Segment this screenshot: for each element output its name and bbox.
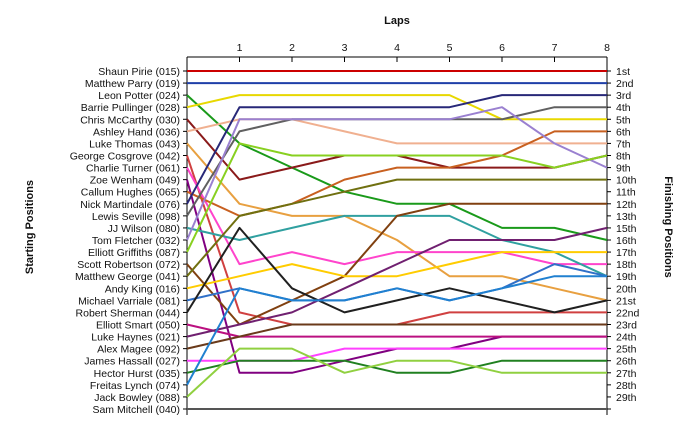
starting-position-labels: Shaun Pirie (015)Matthew Parry (019)Leon… bbox=[70, 66, 180, 416]
starting-position-label: Elliott Smart (050) bbox=[96, 320, 180, 332]
starting-position-label: Robert Sherman (044) bbox=[76, 307, 180, 319]
starting-position-label: Leon Potter (024) bbox=[98, 90, 180, 102]
finishing-position-label: 20th bbox=[616, 283, 637, 295]
starting-position-label: Chris McCarthy (030) bbox=[80, 114, 180, 126]
series-line bbox=[186, 347, 607, 398]
series-line bbox=[186, 251, 607, 290]
starting-position-label: James Hassall (027) bbox=[84, 356, 180, 368]
starting-position-label: Tom Fletcher (032) bbox=[92, 235, 180, 247]
starting-position-label: Nick Martindale (076) bbox=[80, 199, 180, 211]
series-line bbox=[186, 323, 607, 338]
finishing-position-label: 28th bbox=[616, 380, 637, 392]
finishing-position-label: 3rd bbox=[616, 90, 631, 102]
starting-position-label: Charlie Turner (061) bbox=[86, 163, 180, 175]
starting-position-label: Luke Haynes (021) bbox=[91, 332, 180, 344]
x-tick-label: 6 bbox=[499, 42, 505, 54]
starting-position-label: JJ Wilson (080) bbox=[108, 223, 180, 235]
finishing-position-label: 9th bbox=[616, 163, 631, 175]
x-tick-label: 1 bbox=[237, 42, 243, 54]
starting-position-label: Barrie Pullinger (028) bbox=[81, 102, 180, 114]
finishing-position-label: 12th bbox=[616, 199, 637, 211]
starting-position-label: Zoe Wenham (049) bbox=[90, 175, 180, 187]
starting-position-label: Lewis Seville (098) bbox=[92, 211, 180, 223]
finishing-position-label: 22nd bbox=[616, 307, 640, 319]
series-lines bbox=[186, 70, 608, 410]
x-tick-label: 7 bbox=[552, 42, 558, 54]
starting-position-label: George Cosgrove (042) bbox=[70, 151, 180, 163]
starting-position-label: Sam Mitchell (040) bbox=[92, 404, 180, 416]
series-line bbox=[186, 275, 607, 386]
finishing-position-label: 1st bbox=[616, 66, 630, 78]
finishing-position-label: 6th bbox=[616, 126, 631, 138]
starting-position-label: Hector Hurst (035) bbox=[94, 368, 180, 380]
x-axis-title: Laps bbox=[384, 15, 410, 27]
left-axis-title: Starting Positions bbox=[24, 180, 36, 274]
finishing-position-label: 15th bbox=[616, 223, 637, 235]
series-line bbox=[186, 167, 607, 266]
axes bbox=[183, 56, 611, 415]
series-line bbox=[186, 263, 608, 302]
series-line bbox=[187, 347, 607, 362]
finishing-position-label: 18th bbox=[616, 259, 637, 271]
starting-position-label: Matthew George (041) bbox=[75, 271, 180, 283]
series-line bbox=[186, 94, 608, 241]
starting-position-label: Luke Thomas (043) bbox=[89, 138, 180, 150]
series-line bbox=[186, 94, 607, 205]
finishing-position-label: 23rd bbox=[616, 320, 637, 332]
finishing-position-label: 17th bbox=[616, 247, 637, 259]
starting-position-label: Andy King (016) bbox=[105, 283, 180, 295]
x-tick-label: 3 bbox=[342, 42, 348, 54]
lap-tick-labels: 1 2 3 4 5 6 7 8 bbox=[237, 42, 611, 54]
finishing-position-label: 27th bbox=[616, 368, 637, 380]
series-line bbox=[186, 202, 607, 326]
finishing-position-label: 8th bbox=[616, 151, 631, 163]
series-line bbox=[186, 359, 607, 374]
x-tick-label: 2 bbox=[289, 42, 295, 54]
finishing-position-label: 10th bbox=[616, 175, 637, 187]
finishing-position-label: 21st bbox=[616, 295, 636, 307]
series-line bbox=[186, 142, 608, 302]
series-line bbox=[186, 106, 608, 241]
series-line bbox=[186, 226, 608, 338]
starting-position-label: Scott Robertson (072) bbox=[77, 259, 180, 271]
finishing-position-label: 2nd bbox=[616, 78, 634, 90]
finishing-position-label: 29th bbox=[616, 392, 637, 404]
series-line bbox=[186, 178, 607, 277]
finishing-position-label: 16th bbox=[616, 235, 637, 247]
starting-position-label: Alex Magee (092) bbox=[97, 344, 180, 356]
series-line bbox=[186, 142, 608, 253]
finishing-position-label: 26th bbox=[616, 356, 637, 368]
x-tick-label: 5 bbox=[447, 42, 453, 54]
right-axis-title: Finishing Positions bbox=[662, 176, 674, 277]
series-line bbox=[186, 214, 608, 278]
series-line bbox=[186, 226, 608, 314]
finishing-position-label: 5th bbox=[616, 114, 631, 126]
starting-position-label: Freitas Lynch (074) bbox=[90, 380, 180, 392]
starting-position-label: Shaun Pirie (015) bbox=[98, 66, 180, 78]
series-line bbox=[186, 323, 607, 350]
x-tick-label: 8 bbox=[604, 42, 610, 54]
starting-position-label: Ashley Hand (036) bbox=[93, 126, 180, 138]
finishing-position-label: 4th bbox=[616, 102, 631, 114]
finishing-position-label: 7th bbox=[616, 138, 631, 150]
starting-position-label: Michael Varriale (081) bbox=[78, 295, 180, 307]
finishing-position-label: 24th bbox=[616, 332, 637, 344]
finishing-position-label: 11th bbox=[616, 187, 636, 199]
starting-position-label: Elliott Griffiths (087) bbox=[88, 247, 180, 259]
starting-position-label: Matthew Parry (019) bbox=[85, 78, 180, 90]
finishing-position-label: 19th bbox=[616, 271, 637, 283]
finishing-position-labels: 1st2nd3rd4th5th6th7th8th9th10th11th12th1… bbox=[616, 66, 640, 404]
starting-position-label: Jack Bowley (088) bbox=[94, 392, 180, 404]
x-tick-label: 4 bbox=[394, 42, 400, 54]
finishing-position-label: 25th bbox=[616, 344, 637, 356]
series-line bbox=[186, 94, 607, 121]
series-line bbox=[186, 106, 607, 217]
series-line bbox=[186, 118, 607, 145]
finishing-position-label: 13th bbox=[616, 211, 637, 223]
starting-position-label: Callum Hughes (065) bbox=[81, 187, 180, 199]
